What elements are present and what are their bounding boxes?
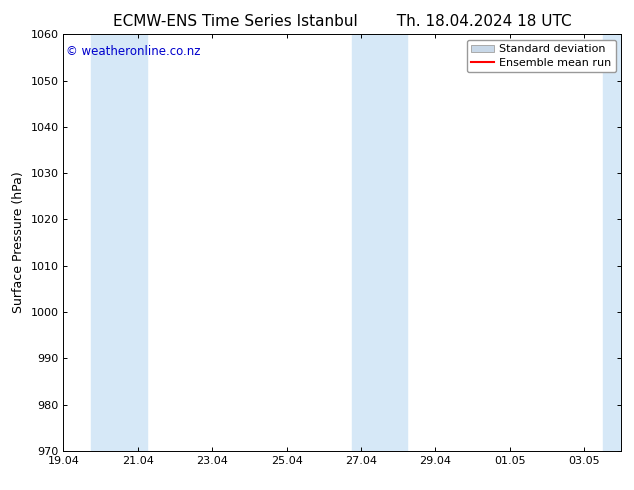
- Bar: [352, 34, 408, 451]
- Title: ECMW-ENS Time Series Istanbul        Th. 18.04.2024 18 UTC: ECMW-ENS Time Series Istanbul Th. 18.04.…: [113, 14, 572, 29]
- Bar: [91, 34, 147, 451]
- Text: © weatheronline.co.nz: © weatheronline.co.nz: [66, 45, 201, 58]
- Legend: Standard deviation, Ensemble mean run: Standard deviation, Ensemble mean run: [467, 40, 616, 72]
- Bar: [603, 34, 621, 451]
- Y-axis label: Surface Pressure (hPa): Surface Pressure (hPa): [12, 172, 25, 314]
